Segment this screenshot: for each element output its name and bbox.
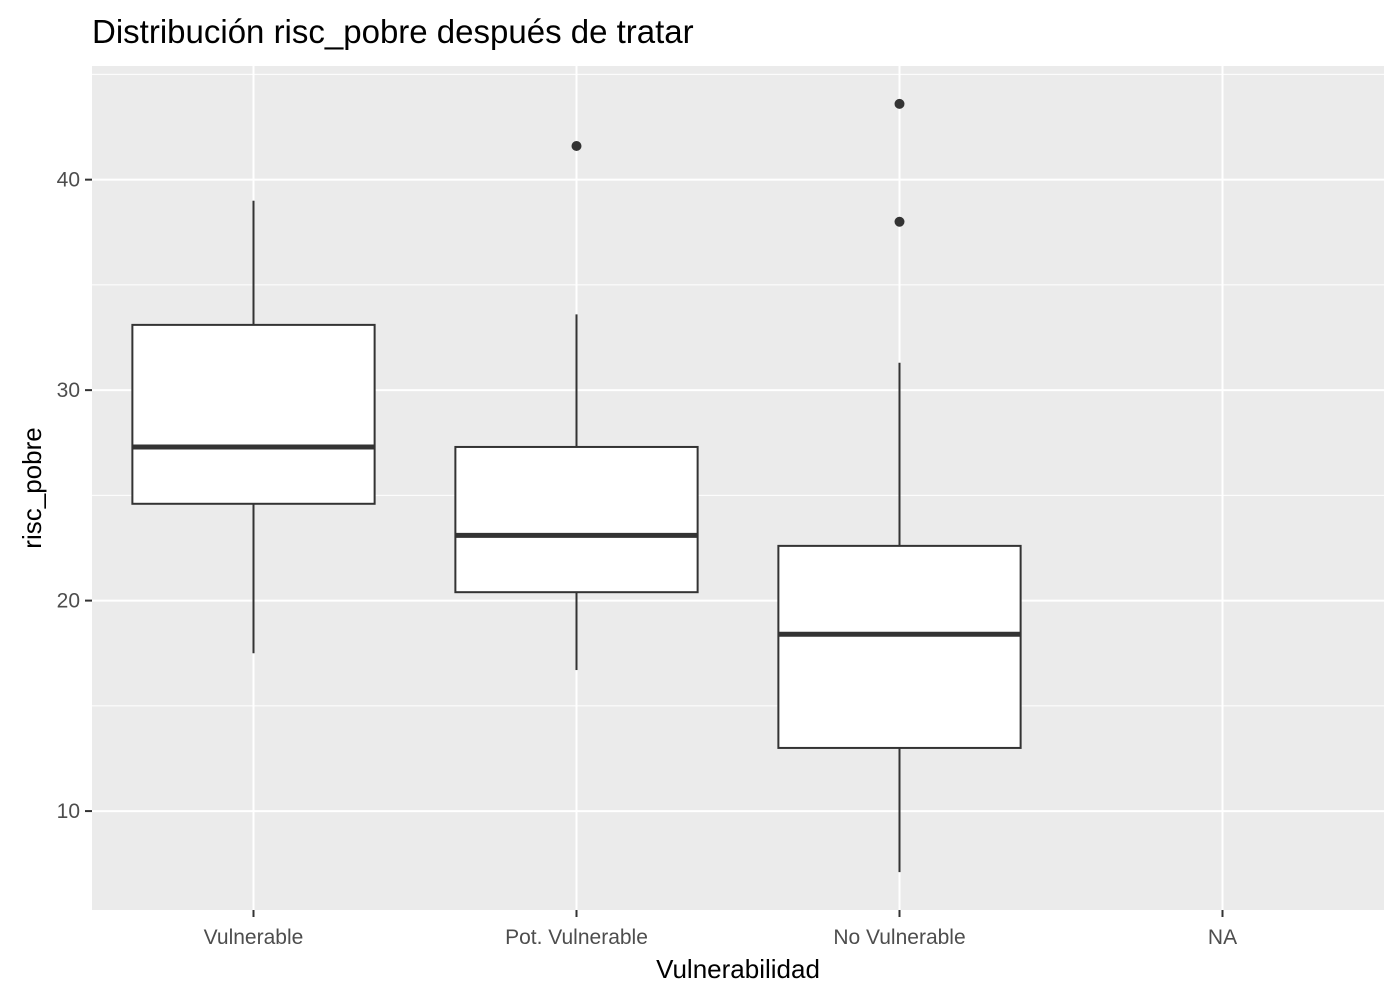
y-tick-label: 40 bbox=[57, 169, 80, 192]
box-iqr bbox=[131, 323, 376, 505]
y-tick-label: 20 bbox=[57, 590, 80, 613]
y-tick-label: 10 bbox=[57, 800, 80, 823]
x-tick-label: Pot. Vulnerable bbox=[505, 926, 648, 949]
boxplot-pot-vulnerable bbox=[454, 140, 699, 671]
boxplot-no-vulnerable bbox=[777, 98, 1022, 873]
x-tick-label: Vulnerable bbox=[204, 926, 304, 949]
boxplot-vulnerable bbox=[131, 200, 376, 654]
outlier-point bbox=[894, 98, 905, 109]
box-iqr bbox=[454, 445, 699, 594]
y-axis-title: risc_pobre bbox=[17, 427, 47, 548]
x-tick-label: NA bbox=[1208, 926, 1237, 949]
box-iqr bbox=[777, 544, 1022, 749]
x-tick-label: No Vulnerable bbox=[833, 926, 965, 949]
axes: 10 20 30 40 Vulnerable Pot. Vulnerable No Vuln… bbox=[57, 169, 1237, 949]
outlier-point bbox=[571, 140, 582, 151]
y-tick-label: 30 bbox=[57, 379, 80, 402]
chart-title: Distribución risc_pobre después de trata… bbox=[92, 13, 694, 50]
boxplot-marks bbox=[131, 98, 1022, 873]
x-axis-title: Vulnerabilidad bbox=[656, 954, 820, 984]
outlier-point bbox=[894, 216, 905, 227]
